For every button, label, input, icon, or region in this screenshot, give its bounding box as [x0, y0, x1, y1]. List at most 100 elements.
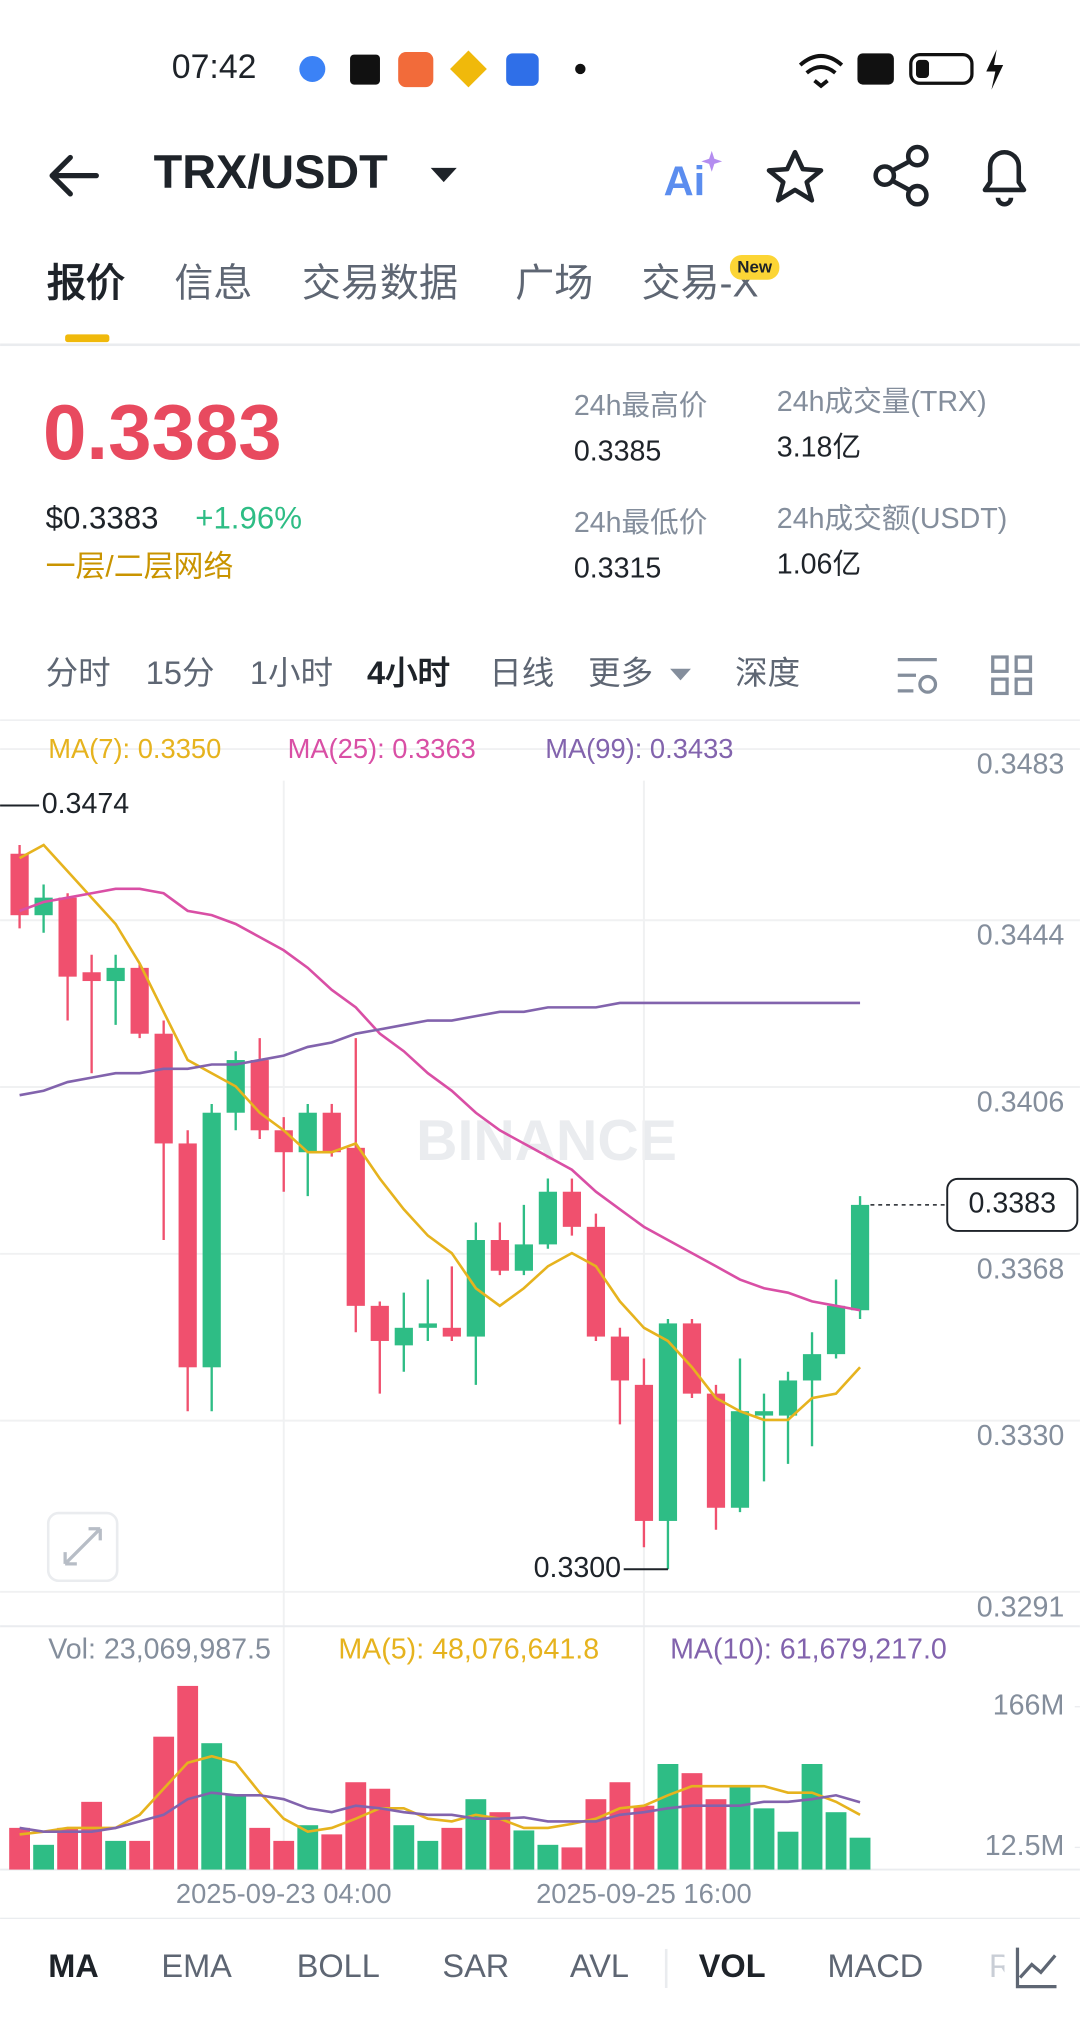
- divider: [0, 719, 1080, 721]
- back-button[interactable]: [49, 154, 99, 197]
- volume-bar: [825, 1812, 847, 1870]
- tab[interactable]: 报价: [47, 263, 125, 306]
- candle-body: [850, 1204, 870, 1311]
- volume-bar: [57, 1827, 79, 1870]
- chart: 2025-09-23 04:00 2025-09-25 16:00 0.3483 0.…: [0, 748, 1080, 1909]
- interval[interactable]: 更多: [588, 655, 653, 691]
- fullscreen-button[interactable]: [46, 1511, 119, 1583]
- volume-bar: [465, 1799, 487, 1870]
- alert-button[interactable]: [982, 150, 1027, 207]
- share-button[interactable]: [873, 144, 929, 207]
- stat-value: 0.3385: [574, 435, 662, 467]
- volume-bar: [561, 1847, 583, 1870]
- separator: [664, 1948, 668, 1988]
- stat-value: 0.3315: [574, 552, 662, 584]
- x-tick-label: 2025-09-23 04:00: [176, 1878, 392, 1909]
- pair-dropdown[interactable]: [430, 167, 457, 183]
- candle-body: [778, 1380, 798, 1416]
- volume-bar: [633, 1805, 655, 1870]
- volume-bar: [729, 1786, 751, 1870]
- volume-ma-legend: MA(10): 61,679,217.0: [670, 1634, 947, 1666]
- network-tag[interactable]: 一层/二层网络: [46, 550, 234, 583]
- interval[interactable]: 深度: [735, 655, 800, 691]
- volume-bar: [417, 1840, 439, 1870]
- price-change: +1.96%: [195, 501, 302, 536]
- volume-bar: [705, 1799, 727, 1870]
- y-tick-label: 0.3483: [977, 749, 1065, 781]
- y-tick-label: 0.3444: [977, 920, 1065, 952]
- candle-body: [58, 897, 77, 977]
- watermark: BINANCE: [416, 1109, 677, 1173]
- indicator-tab[interactable]: BOLL: [297, 1948, 380, 1984]
- candle-body: [322, 1112, 341, 1153]
- volume-ma-line: [19, 1791, 861, 1834]
- status-icons: [299, 49, 1004, 90]
- interval[interactable]: 1小时: [250, 655, 333, 691]
- candle-body: [610, 1336, 630, 1381]
- interval[interactable]: 15分: [146, 655, 215, 691]
- tab[interactable]: 广场: [515, 263, 593, 306]
- new-badge: New: [737, 257, 773, 276]
- stat-label: 24h成交量(TRX): [777, 386, 987, 418]
- ai-button[interactable]: Ai: [664, 150, 723, 205]
- y-tick-label: 0.3330: [977, 1420, 1065, 1452]
- volume-bar: [225, 1795, 247, 1870]
- candle-body: [130, 967, 149, 1034]
- volume-bar: [129, 1840, 151, 1870]
- layout-button[interactable]: [991, 655, 1033, 696]
- volume-bar: [681, 1773, 703, 1870]
- stat-label: 24h成交额(USDT): [777, 503, 1008, 535]
- stat-label: 24h最低价: [574, 507, 708, 539]
- volume-bar: [393, 1825, 415, 1870]
- y-tick-label: 166M: [993, 1689, 1065, 1721]
- candle-body: [370, 1305, 389, 1341]
- stat-value: 3.18亿: [777, 431, 861, 463]
- volume-bar: [9, 1827, 30, 1870]
- volume-bar: [81, 1801, 103, 1870]
- indicator-tab[interactable]: MACD: [828, 1948, 924, 1984]
- candle-body: [442, 1327, 461, 1337]
- indicator-settings[interactable]: [1004, 1938, 1080, 1999]
- candle-body: [682, 1323, 702, 1394]
- volume-bar: [321, 1834, 343, 1870]
- y-tick-label: 0.3406: [977, 1087, 1065, 1119]
- indicator-tab[interactable]: EMA: [161, 1948, 232, 1984]
- indicator-tab[interactable]: AVL: [570, 1948, 629, 1984]
- divider: [0, 1917, 1080, 1920]
- volume-bar: [585, 1799, 607, 1870]
- volume-bar: [657, 1763, 679, 1870]
- indicator-tab[interactable]: VOL: [699, 1948, 766, 1984]
- volume-ma-line: [19, 1754, 861, 1836]
- ma-legend: MA(99): 0.3433: [545, 733, 733, 764]
- volume-bar: [513, 1830, 535, 1870]
- favorite-button[interactable]: [766, 149, 824, 203]
- tab[interactable]: 交易数据: [302, 263, 458, 306]
- candle-body: [658, 1323, 678, 1521]
- volume-bar: [753, 1808, 775, 1870]
- interval[interactable]: 分时: [46, 655, 111, 691]
- ma-line: [18, 843, 862, 1422]
- volume-bar: [345, 1782, 367, 1870]
- stat-label: 24h最高价: [574, 390, 708, 422]
- svg-text:Ai: Ai: [664, 158, 706, 205]
- y-tick-label: 0.3291: [977, 1591, 1065, 1623]
- y-tick-label: 0.3368: [977, 1253, 1065, 1285]
- interval[interactable]: 4小时: [367, 655, 450, 691]
- high-marker-label: 0.3474: [42, 788, 130, 820]
- candle-body: [10, 853, 29, 916]
- candle-body: [178, 1143, 197, 1368]
- candle-body: [562, 1191, 582, 1227]
- interval[interactable]: 日线: [489, 655, 554, 691]
- indicator-tab[interactable]: MA: [48, 1948, 99, 1984]
- pair-title[interactable]: TRX/USDT: [154, 146, 389, 198]
- indicator-tab[interactable]: SAR: [442, 1948, 509, 1984]
- tab[interactable]: 信息: [174, 263, 252, 306]
- stat-value: 1.06亿: [777, 549, 861, 581]
- chart-settings[interactable]: [897, 657, 938, 694]
- candle-body: [418, 1323, 437, 1328]
- ma-legend: MA(7): 0.3350: [48, 733, 221, 764]
- candle-body: [490, 1240, 509, 1271]
- volume-bar: [297, 1825, 319, 1870]
- volume-bar: [441, 1827, 463, 1870]
